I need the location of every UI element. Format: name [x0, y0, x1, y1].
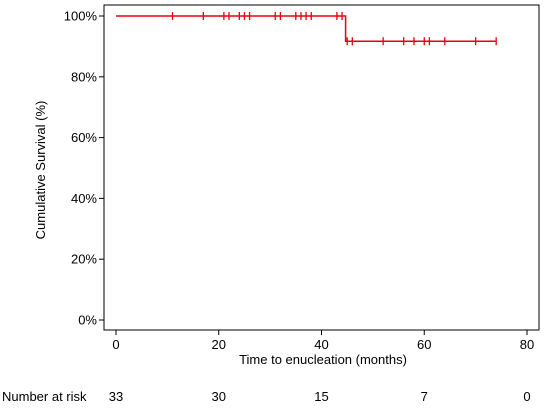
risk-count: 30	[212, 389, 226, 404]
x-tick-label: 20	[212, 337, 226, 352]
x-tick-label: 80	[520, 337, 534, 352]
y-axis-label: Cumulative Survival (%)	[33, 101, 48, 240]
survival-step-line	[116, 15, 497, 42]
risk-count: 7	[421, 389, 428, 404]
x-tick-label: 60	[417, 337, 431, 352]
risk-count: 0	[523, 389, 530, 404]
axes: 0% 20% 40% 60% 80% 100% 0 20 40 60 80	[64, 4, 540, 352]
risk-count: 15	[314, 389, 328, 404]
y-tick-label: 0%	[78, 313, 97, 328]
y-tick-label: 100%	[64, 9, 98, 24]
y-tick-label: 60%	[71, 130, 97, 145]
x-tick-label: 0	[112, 337, 119, 352]
risk-table: 33 30 15 7 0	[109, 389, 531, 404]
x-axis-label: Time to enucleation (months)	[239, 352, 407, 367]
plot-area	[116, 12, 497, 46]
y-tick-label: 40%	[71, 191, 97, 206]
plot-frame	[103, 4, 540, 331]
risk-table-label: Number at risk	[2, 389, 87, 404]
y-tick-label: 20%	[71, 252, 97, 267]
risk-count: 33	[109, 389, 123, 404]
y-tick-label: 80%	[71, 69, 97, 84]
x-tick-label: 40	[314, 337, 328, 352]
